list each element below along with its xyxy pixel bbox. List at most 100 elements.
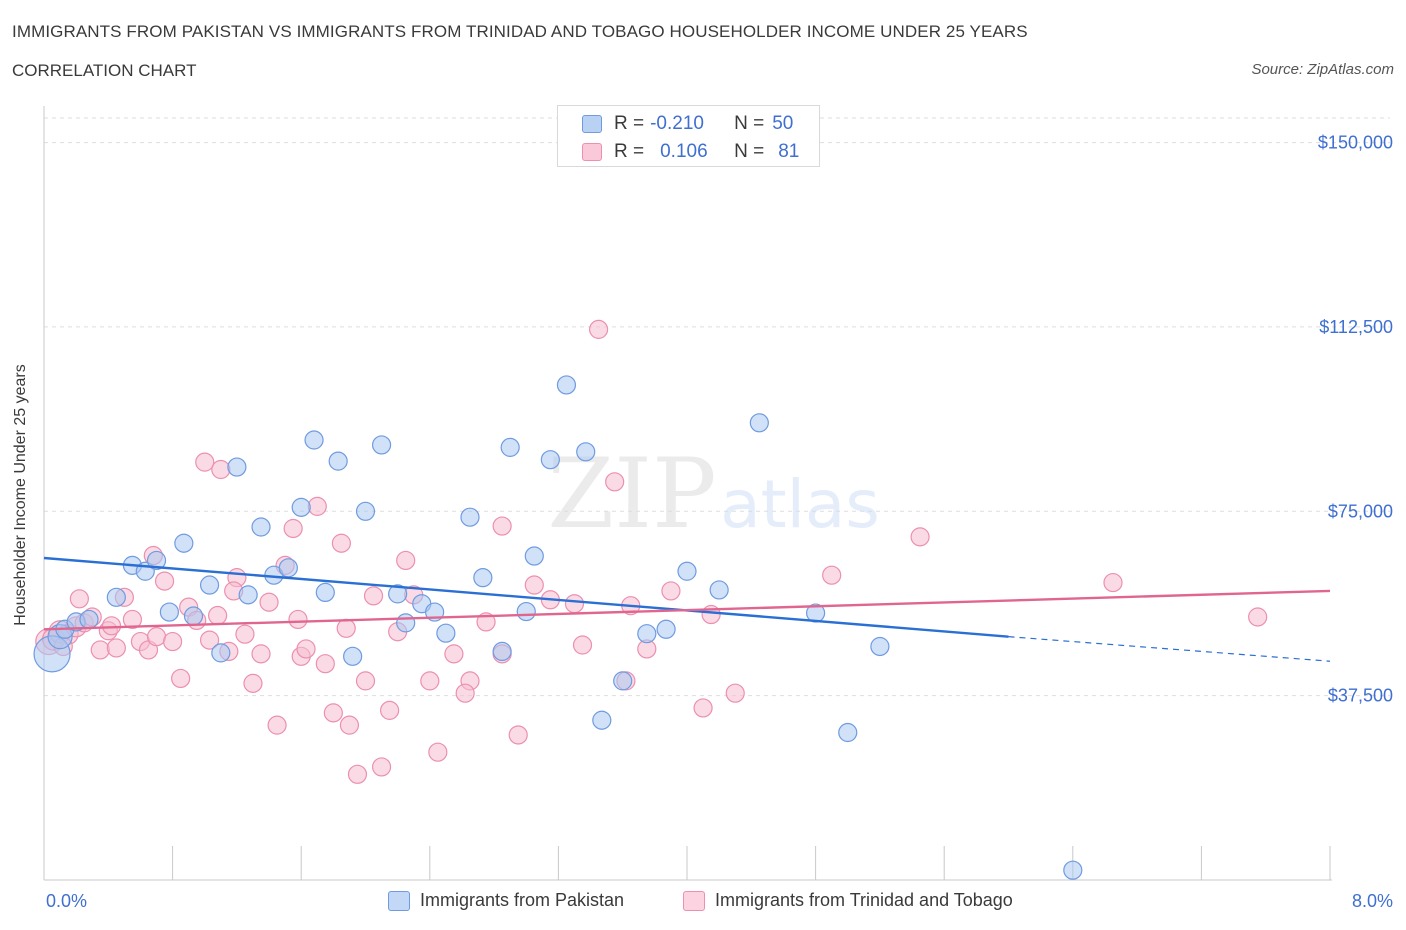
trinidad-point (455, 683, 475, 703)
trinidad-point (492, 516, 512, 536)
trinidad-point (605, 472, 625, 492)
trinidad-point (564, 594, 585, 614)
y-tick-label: $37,500 (1328, 686, 1393, 706)
pakistan-point (473, 568, 493, 588)
chart-subtitle: CORRELATION CHART (12, 61, 197, 80)
trinidad-point (101, 616, 122, 636)
pakistan-trend-line (43, 556, 1009, 638)
pakistan-point (174, 533, 194, 553)
pakistan-trend-extension (1008, 636, 1331, 662)
trinidad-point (122, 609, 143, 630)
trinidad-point (288, 609, 308, 630)
pakistan-point (388, 584, 408, 604)
trinidad-trend-line (43, 589, 1331, 631)
trinidad-point (661, 581, 681, 601)
n-label: N = (734, 113, 765, 134)
trinidad-point (199, 630, 220, 650)
trinidad-point (572, 635, 593, 655)
pakistan-point (146, 550, 167, 571)
legend-item-pakistan[interactable]: Immigrants from Pakistan (388, 890, 624, 911)
pakistan-point (709, 580, 729, 600)
pakistan-series-points (33, 375, 1083, 880)
pakistan-point (870, 636, 890, 657)
trinidad-point (251, 644, 271, 664)
trinidad-point (154, 571, 175, 591)
pakistan-point (613, 671, 633, 691)
trend-lines (43, 556, 1331, 662)
pakistan-point (460, 507, 480, 527)
n-value: 81 (778, 141, 800, 162)
trinidad-point (444, 644, 464, 664)
n-value: 50 (772, 113, 794, 134)
pakistan-point (278, 558, 298, 578)
series-legend: Immigrants from Pakistan Immigrants from… (0, 890, 1406, 914)
pakistan-point (656, 619, 676, 639)
trinidad-point (524, 575, 544, 595)
pakistan-point (238, 585, 258, 605)
pakistan-point (251, 517, 271, 537)
pakistan-point (227, 457, 247, 477)
trinidad-point (693, 698, 713, 718)
r-label: R = (614, 141, 645, 162)
trinidad-point (396, 550, 416, 571)
trinidad-point (146, 627, 167, 647)
pakistan-point (199, 575, 220, 595)
trinidad-point (163, 631, 183, 652)
trinidad-point (822, 565, 842, 585)
trinidad-series-points (35, 319, 1268, 784)
pakistan-point (343, 646, 363, 666)
pakistan-point (159, 602, 179, 622)
pakistan-point (838, 722, 858, 743)
trinidad-point (243, 673, 263, 693)
pakistan-point (576, 442, 596, 462)
pakistan-point (291, 497, 311, 517)
pakistan-point (500, 437, 520, 457)
pakistan-swatch (582, 115, 602, 133)
tick-labels: $37,500 $75,000 $112,500 $150,000 (1318, 133, 1393, 706)
watermark-zip: ZIP (547, 438, 716, 550)
pakistan-point (749, 413, 769, 433)
trinidad-point (323, 703, 343, 723)
pakistan-point (556, 375, 577, 395)
pakistan-point (637, 624, 657, 644)
trinidad-point (380, 700, 400, 720)
pakistan-point (396, 613, 416, 633)
trinidad-point (69, 589, 89, 609)
pakistan-point (315, 582, 335, 603)
trinidad-point (1103, 572, 1123, 593)
pakistan-point (436, 623, 456, 643)
pakistan-point (371, 435, 392, 455)
trinidad-point (363, 586, 384, 606)
pakistan-point (183, 606, 204, 626)
trinidad-point (208, 605, 228, 626)
pakistan-point (79, 609, 99, 630)
n-label: N = (734, 141, 765, 162)
pakistan-point (677, 561, 697, 581)
trinidad-point (371, 757, 392, 777)
trinidad-point (355, 671, 376, 691)
trinidad-legend-swatch (683, 890, 705, 911)
legend-item-trinidad[interactable]: Immigrants from Trinidad and Tobago (683, 890, 1013, 911)
axes (43, 106, 1332, 881)
stats-legend: R = -0.210 N = 50 R = 0.106 N = 81 (557, 105, 820, 167)
x-tick-max: 8.0% (1351, 891, 1393, 911)
pakistan-point (304, 430, 324, 450)
legend-row-trinidad: R = 0.106 N = 81 (582, 140, 799, 164)
trinidad-point (339, 715, 360, 735)
trinidad-point (283, 518, 303, 539)
pakistan-point (516, 601, 536, 622)
trinidad-point (315, 654, 335, 674)
legend-label-pakistan: Immigrants from Pakistan (420, 890, 625, 910)
y-tick-label: $150,000 (1318, 133, 1393, 153)
y-axis-label: Householder Income Under 25 years (12, 364, 29, 626)
trinidad-point (90, 640, 110, 660)
trinidad-point (588, 319, 609, 339)
trinidad-point (307, 496, 327, 516)
pakistan-point (106, 587, 126, 607)
trinidad-point (428, 742, 448, 762)
trinidad-point (508, 725, 528, 745)
trinidad-point (420, 671, 440, 691)
y-tick-label: $75,000 (1328, 501, 1393, 521)
trinidad-point (331, 533, 351, 553)
pakistan-point (355, 501, 376, 521)
